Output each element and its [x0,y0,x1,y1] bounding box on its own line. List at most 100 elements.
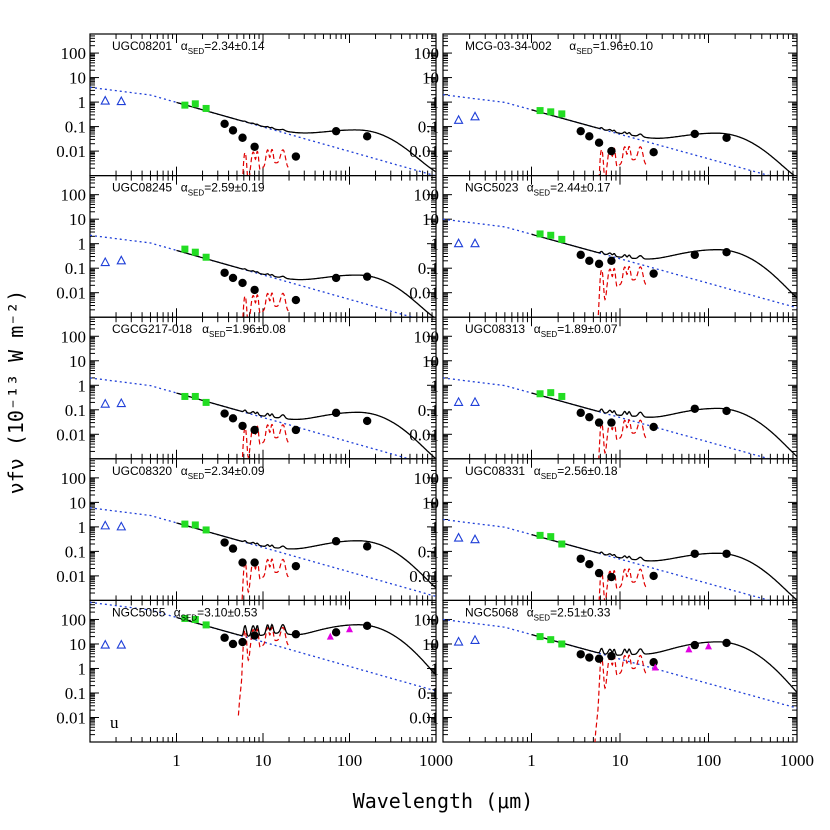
uv-data-point [116,255,127,265]
galaxy-name-label: UGC08320 [112,464,172,478]
photometry-data-point [585,256,594,266]
x-tick-label: 1 [527,751,536,770]
y-tick-label: 0.1 [65,401,86,420]
photometry-data-point [238,637,247,647]
sed-panel: 100 10 1 0.1 0.01 MCG-03-34-002 αSED=1.96±0.10 [409,33,798,177]
uv-data-point [453,532,464,542]
nir-data-point [202,104,210,112]
panel-plot-area [443,518,797,601]
y-tick-label: 100 [414,186,440,205]
photometry-data-point [362,621,372,631]
y-tick-label: 0.1 [418,542,439,561]
uv-data-point [116,639,127,649]
y-tick-label: 0.1 [418,684,439,703]
uv-data-point [453,114,464,124]
y-tick-label: 0.1 [65,684,86,703]
photometry-data-point [362,132,372,141]
y-tick-label: 1 [78,659,87,678]
stellar-model-curve [443,518,772,601]
nir-data-point [181,245,189,253]
panel-plot-area [90,377,436,459]
photometry-data-point [220,538,229,547]
panel-plot-area [443,94,796,176]
x-axis-tick-labels: 1 10 100 1000 1 10 100 1000 [172,751,814,770]
panel-frame [442,175,798,318]
sed-panel: 100 10 1 0.1 0.01 UGC08245 αSED=2.59±0.19 [56,175,437,318]
x-tick-label: 10 [255,751,272,770]
photometry-data-point [362,542,372,551]
alpha-sed-label: αSED=2.34±0.09 [181,464,265,481]
y-tick-label: 10 [422,352,439,371]
uv-data-point [470,111,480,121]
photometry-data-point [331,273,341,283]
total-model-curve [531,109,796,176]
photometry-data-point [649,269,658,278]
stellar-model-curve [443,618,797,709]
fir-data-point [685,645,693,653]
x-tick-label: 100 [337,751,363,770]
y-tick-label: 0.1 [418,118,439,137]
pah-model-curve [594,654,647,743]
photometry-data-point [607,418,616,427]
y-tick-label: 0.1 [65,118,86,137]
stellar-model-curve [443,218,797,309]
photometry-data-point [722,133,731,142]
y-tick-label: 10 [69,69,86,88]
galaxy-name-label: UGC08331 [465,464,525,478]
pah-model-curve [597,265,647,318]
x-axis-label: Wavelength (μm) [353,789,534,813]
y-tick-label: 0.01 [56,425,86,444]
nir-data-point [181,101,189,109]
y-tick-label: 100 [414,610,440,629]
y-tick-label: 100 [61,469,87,488]
alpha-sed-label: αSED=1.96±0.10 [569,39,653,56]
photometry-data-point [690,404,699,413]
photometry-data-point [331,408,341,418]
fir-data-point [651,663,659,671]
total-model-curve [531,233,797,299]
photometry-data-point [250,142,259,151]
y-tick-label: 10 [422,635,439,654]
uv-data-point [470,534,480,544]
y-tick-label: 100 [414,44,440,63]
photometry-data-point [594,138,604,147]
photometry-data-point [291,630,301,639]
y-tick-label: 10 [69,352,86,371]
photometry-data-point [576,408,585,418]
photometry-data-point [690,129,699,139]
photometry-data-point [722,247,731,257]
photometry-data-point [228,639,238,649]
nir-data-point [536,230,544,238]
total-model-curve [176,616,436,676]
photometry-data-point [250,631,259,640]
photometry-data-point [220,119,229,128]
x-tick-label: 10 [612,751,629,770]
panel-plot-area [90,86,436,176]
photometry-data-point [690,549,699,558]
y-tick-label: 1 [78,376,87,395]
panel-frame [442,33,798,177]
photometry-data-point [238,558,247,567]
galaxy-name-label: UGC08245 [112,181,172,195]
photometry-data-point [585,132,594,141]
total-model-curve [531,533,797,601]
y-tick-label: 1 [431,659,440,678]
photometry-data-point [594,568,604,578]
panel-plot-area [443,377,797,459]
photometry-data-point [722,638,731,648]
photometry-data-point [331,126,341,136]
alpha-sed-label: αSED=2.34±0.14 [181,39,265,56]
x-tick-label: 100 [696,751,722,770]
photometry-data-point [690,250,699,260]
photometry-data-point [331,628,341,637]
y-tick-label: 10 [422,493,439,512]
y-axis-label: νfν (10⁻¹³ W m⁻²) [4,290,28,495]
sed-panel: 100 10 1 0.1 0.01 NGC5068 αSED=2.51±0.33 [409,599,798,743]
nir-data-point [181,614,189,622]
nir-data-point [181,520,189,528]
sed-panel: 100 10 1 0.1 0.01 UGC08313 αSED=1.89±0.07 [409,316,798,460]
nir-data-point [202,398,210,406]
photometry-data-point [722,549,731,558]
nir-data-point [202,621,210,629]
panel-plot-area [90,601,436,716]
